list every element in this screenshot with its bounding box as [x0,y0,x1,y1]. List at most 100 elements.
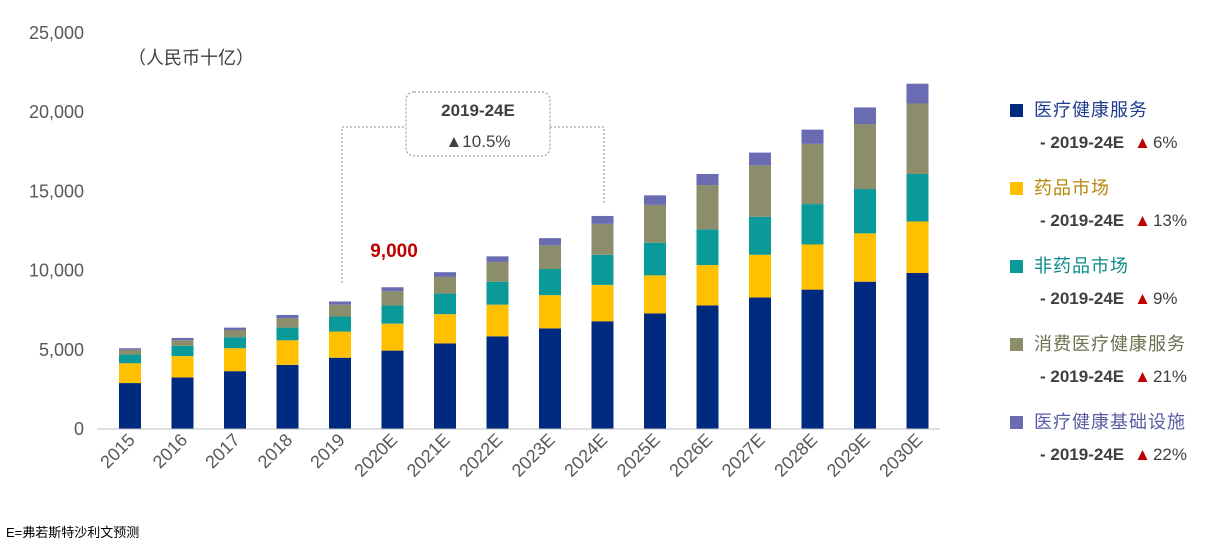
bar-segment-s1-2019 [329,331,351,358]
bar-segment-s0-2028E [801,289,824,429]
x-axis: 2015 2016 2017 2018 2019 2020E 2021E 2022E 2023E… [96,430,926,481]
bar-segment-s2-2015 [119,354,141,364]
x-tick-label: 2024E [560,430,611,481]
legend-growth: - 2019-24E ▲ 9% [1040,289,1178,309]
legend-growth: - 2019-24E ▲ 6% [1040,133,1178,153]
legend-growth-value: 9% [1152,289,1178,308]
bar-segment-s4-2016 [171,337,194,341]
bar-segment-s2-2028E [801,204,824,245]
up-triangle-icon: ▲ [1134,445,1151,464]
legend-growth-period: - 2019-24E [1040,367,1125,386]
x-tick-label: 2023E [508,430,559,481]
bar-segment-s4-2024E [591,215,614,224]
bar-segment-s0-2026E [696,305,719,429]
bars [119,83,929,429]
bar-segment-s1-2022E [486,304,509,337]
bar-segment-s4-2025E [644,195,666,205]
y-tick-label: 15,000 [29,181,84,201]
legend-growth: - 2019-24E ▲ 13% [1040,211,1187,231]
bar-segment-s4-2030E [906,83,929,104]
footnote: E=弗若斯特沙利文预测 [6,525,140,540]
bar-segment-s3-2018 [276,318,299,328]
bar-segment-s3-2025E [644,204,666,243]
bar-segment-s0-2023E [539,328,561,429]
bar-segment-s2-2021E [434,293,456,315]
bar-segment-s1-2024E [591,284,614,322]
legend-item: 医疗健康服务 - 2019-24E ▲ 6% [1010,95,1225,173]
legend-growth-value: 21% [1152,367,1187,386]
y-tick-label: 5,000 [39,340,84,360]
bar-segment-s3-2019 [329,304,351,317]
legend-item: 药品市场 - 2019-24E ▲ 13% [1010,173,1225,251]
bar-segment-s4-2015 [119,348,141,350]
bar-segment-s2-2030E [906,173,929,222]
bar-segment-s2-2019 [329,316,351,332]
bar-segment-s4-2020E [381,287,404,292]
legend-item: 非药品市场 - 2019-24E ▲ 9% [1010,251,1225,329]
x-tick-label: 2019 [306,430,348,472]
bar-segment-s4-2018 [276,314,299,319]
bar-segment-s3-2029E [854,124,876,190]
bar-segment-s2-2025E [644,242,666,276]
x-tick-label: 2016 [149,430,191,472]
bar-segment-s1-2021E [434,314,456,344]
bar-segment-s0-2015 [119,383,141,429]
bar-segment-s2-2024E [591,254,614,285]
bar-segment-s4-2026E [696,173,719,186]
bar-segment-s1-2026E [696,265,719,306]
bar-segment-s3-2027E [749,165,771,217]
bar-segment-s1-2015 [119,363,141,384]
bar-segment-s3-2021E [434,276,456,294]
legend-growth-period: - 2019-24E [1040,133,1125,152]
bar-segment-s4-2027E [749,152,771,166]
up-triangle-icon: ▲ [1134,133,1151,152]
bar-segment-s1-2017 [224,348,246,372]
legend-swatch [1010,104,1023,117]
y-axis: 0 5,000 10,000 15,000 20,000 25,000 [29,23,84,439]
bar-segment-s0-2019 [329,357,351,429]
x-tick-label: 2029E [823,430,874,481]
callout-period: 2019-24E [441,101,515,120]
bar-segment-s0-2024E [591,321,614,429]
callout-box [405,91,551,157]
legend-item: 消费医疗健康服务 - 2019-24E ▲ 21% [1010,329,1225,407]
x-tick-label: 2025E [613,430,664,481]
bar-segment-s0-2027E [749,297,771,429]
bar-segment-s4-2019 [329,301,351,305]
bar-segment-s3-2020E [381,291,404,306]
bar-segment-s2-2020E [381,305,404,324]
bar-segment-s0-2016 [171,377,194,429]
legend-swatch [1010,338,1023,351]
x-tick-label: 2021E [403,430,454,481]
y-tick-label: 25,000 [29,23,84,43]
bar-segment-s1-2018 [276,340,299,365]
bar-segment-s1-2028E [801,244,824,290]
legend-growth-period: - 2019-24E [1040,445,1125,464]
bar-segment-s2-2018 [276,327,299,341]
highlight-total-label: 9,000 [370,241,418,262]
bar-segment-s2-2029E [854,189,876,234]
bar-segment-s0-2017 [224,371,246,429]
legend-series-name: 医疗健康服务 [1034,100,1148,120]
bar-segment-s4-2017 [224,327,246,330]
bar-segment-s3-2028E [801,143,824,205]
legend-series-name: 药品市场 [1034,178,1110,198]
bar-segment-s0-2029E [854,281,876,429]
bar-segment-s4-2028E [801,129,824,144]
up-triangle-icon: ▲ [1134,211,1151,230]
bar-segment-s3-2016 [171,340,194,346]
bar-segment-s1-2029E [854,233,876,282]
x-tick-label: 2015 [96,430,138,472]
legend-series-name: 非药品市场 [1034,256,1129,276]
bar-segment-s1-2023E [539,295,561,329]
legend-growth-value: 22% [1152,445,1187,464]
bar-segment-s3-2017 [224,330,246,338]
legend-series-name: 消费医疗健康服务 [1034,334,1186,354]
x-tick-label: 2018 [254,430,296,472]
bar-segment-s1-2027E [749,254,771,298]
bar-segment-s1-2020E [381,323,404,351]
legend-swatch [1010,416,1023,429]
bar-segment-s3-2022E [486,261,509,282]
bar-segment-s3-2026E [696,185,719,230]
